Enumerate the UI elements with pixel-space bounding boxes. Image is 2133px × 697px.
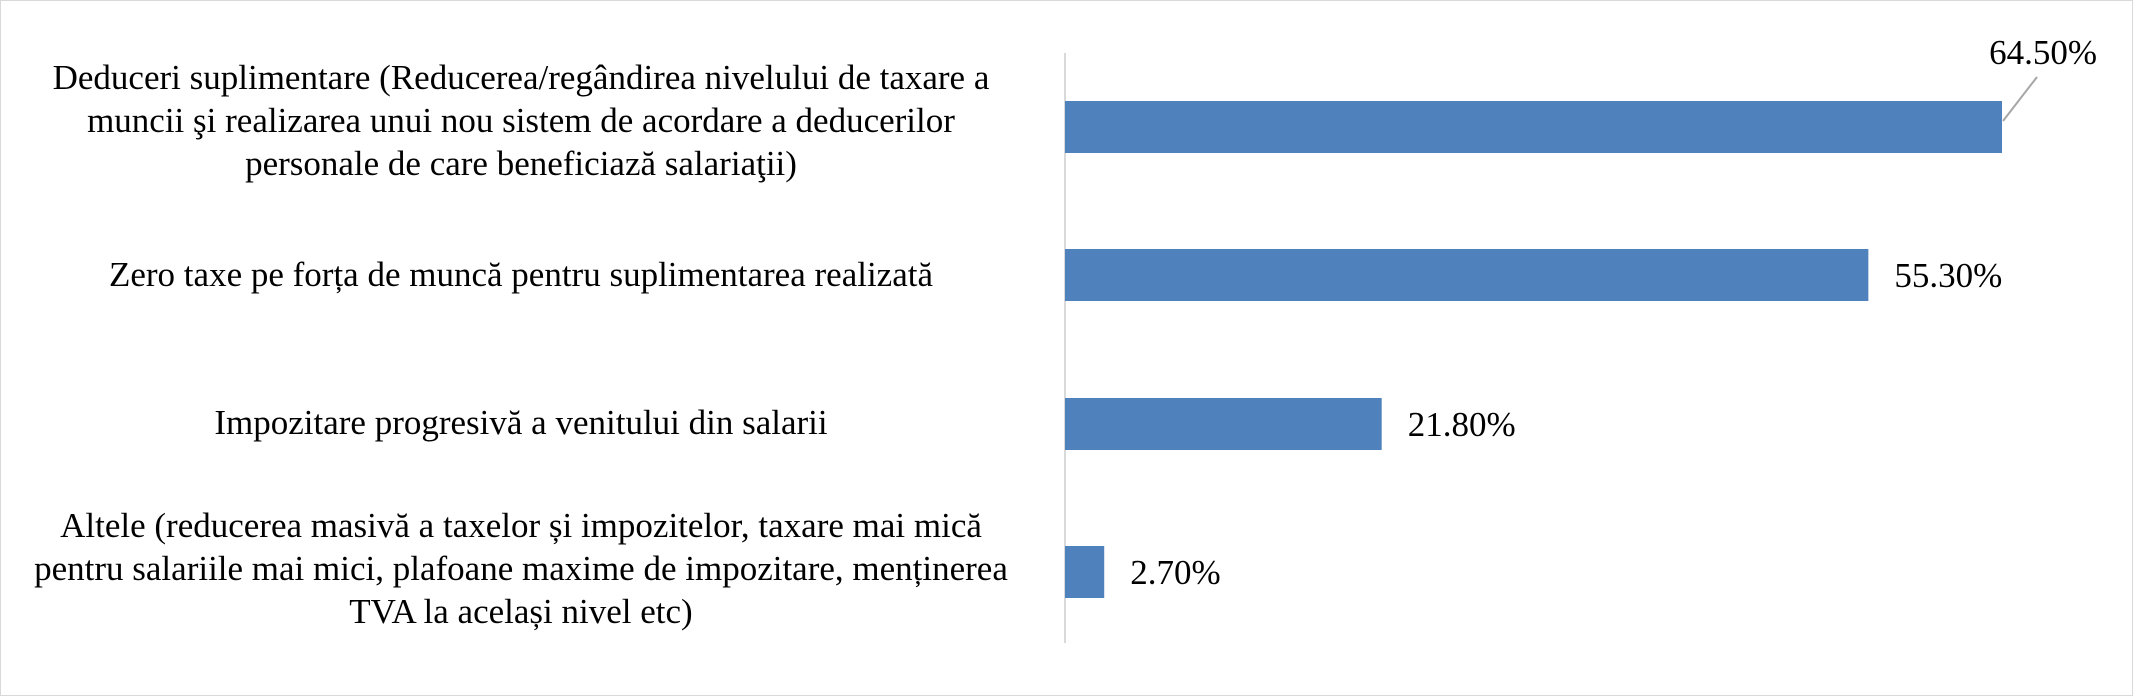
bar-4 [1065,546,1105,598]
category-label-2: Zero taxe pe forța de muncă pentru supli… [108,255,934,294]
category-label-3: Impozitare progresivă a venitului din sa… [214,403,828,442]
data-label-1: 64.50% [1989,33,2097,72]
bar-2 [1065,249,1869,301]
data-label-2: 55.30% [1894,256,2002,295]
data-labels-group: 64.50% 55.30% 21.80% 2.70% [1130,33,2097,592]
bar-1 [1065,101,2002,153]
bar-3 [1065,398,1382,450]
data-label-4: 2.70% [1130,553,1220,592]
category-label-4: Altele (reducerea masivă a taxelor și im… [34,506,1008,631]
leader-line-1 [2002,76,2038,122]
bars-group [1065,101,2002,598]
category-label-1: Deduceri suplimentare (Reducerea/regândi… [52,58,990,183]
data-label-3: 21.80% [1408,405,1516,444]
